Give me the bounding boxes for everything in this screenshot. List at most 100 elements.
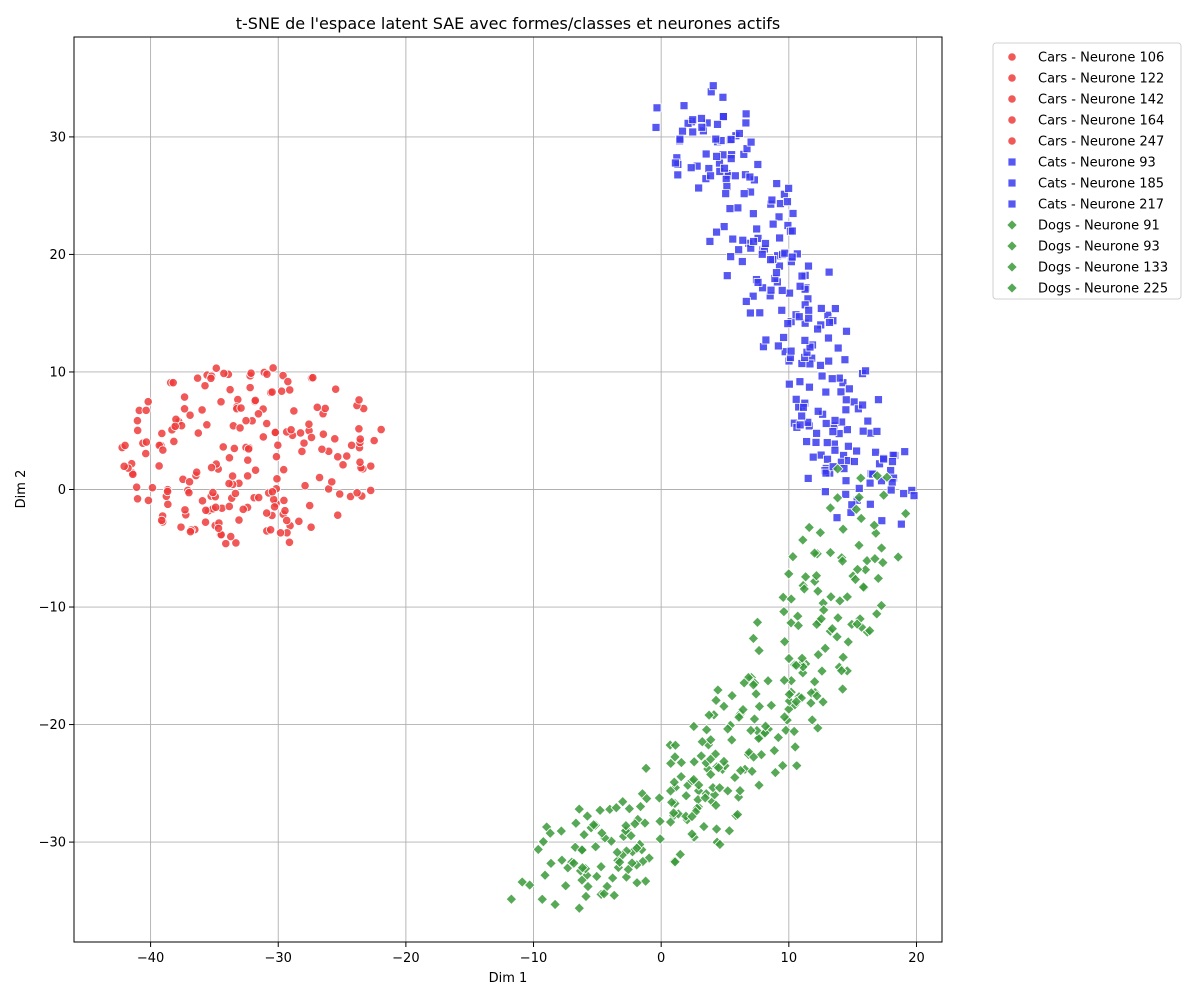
point-cars	[243, 471, 253, 481]
point-cars	[283, 376, 293, 387]
point-cars	[216, 397, 226, 407]
point-dogs	[806, 714, 818, 726]
point-dogs	[729, 771, 741, 784]
point-cars	[184, 477, 195, 487]
x-axis-ticks: −40 −30 −20 −10 0 10 20	[137, 942, 925, 966]
point-cats	[755, 308, 765, 318]
point-cats	[775, 233, 784, 243]
point-dogs	[855, 512, 867, 525]
point-cars	[312, 402, 322, 412]
point-cats	[813, 324, 822, 334]
point-dogs	[875, 542, 888, 554]
point-dogs	[734, 784, 746, 797]
point-cats	[795, 420, 805, 430]
legend-marker	[1007, 178, 1017, 188]
point-cats	[812, 428, 821, 438]
point-dogs	[737, 703, 749, 716]
point-cats	[749, 237, 759, 246]
point-cats	[858, 426, 868, 436]
point-dogs	[687, 773, 700, 786]
point-cars	[271, 452, 282, 462]
point-cats	[821, 487, 830, 497]
point-dogs	[629, 818, 641, 830]
point-cats	[813, 406, 823, 416]
point-cars	[262, 369, 272, 379]
point-cats	[791, 394, 801, 404]
point-dogs	[751, 616, 764, 629]
point-cars	[327, 477, 337, 487]
point-cats	[768, 219, 778, 229]
point-cats	[844, 441, 853, 451]
point-cars	[201, 505, 211, 515]
point-cars	[355, 457, 365, 467]
point-dogs	[778, 635, 791, 648]
point-cats	[788, 209, 798, 218]
point-cars	[244, 444, 254, 454]
point-cats	[697, 114, 706, 123]
point-dogs	[675, 756, 688, 769]
point-cars	[141, 449, 151, 459]
point-cats	[718, 92, 728, 102]
point-dogs	[790, 659, 802, 672]
point-dogs	[853, 491, 865, 504]
point-dogs	[824, 502, 837, 514]
point-cars	[299, 438, 309, 448]
y-tick-label: 0	[58, 483, 66, 498]
point-dogs	[790, 759, 803, 772]
point-dogs	[899, 507, 912, 520]
point-dogs	[738, 677, 750, 689]
point-dogs	[855, 472, 867, 484]
point-dogs	[869, 552, 881, 565]
x-tick-label: −10	[520, 951, 547, 966]
point-cats	[701, 149, 711, 159]
point-cats	[748, 209, 758, 219]
point-dogs	[675, 770, 687, 783]
point-dogs	[686, 810, 698, 823]
point-cats	[753, 278, 763, 287]
point-cats	[798, 402, 808, 412]
point-cats	[865, 499, 875, 509]
point-cats	[842, 326, 851, 336]
point-cars	[333, 452, 343, 462]
point-cars	[254, 492, 264, 503]
point-cats	[679, 101, 689, 111]
point-dogs	[731, 808, 744, 821]
point-dogs	[778, 711, 791, 723]
point-dogs	[747, 679, 760, 691]
point-dogs	[639, 817, 651, 829]
point-cars	[369, 436, 379, 446]
point-cars	[253, 409, 264, 419]
point-dogs	[664, 816, 677, 828]
point-dogs	[812, 585, 824, 597]
point-cars	[338, 460, 348, 470]
point-dogs	[620, 871, 633, 883]
point-dogs	[832, 612, 844, 624]
point-dogs	[523, 879, 536, 891]
point-cats	[783, 319, 793, 329]
legend-entry: Cats - Neurone 217	[1038, 198, 1164, 213]
point-dogs	[816, 665, 828, 677]
point-dogs	[712, 761, 725, 774]
point-cars	[308, 373, 318, 383]
point-cats	[761, 239, 770, 248]
x-tick-label: −30	[265, 951, 292, 966]
point-dogs	[745, 724, 757, 737]
point-cars	[277, 386, 287, 396]
point-cars	[185, 410, 195, 420]
point-cars	[280, 506, 290, 516]
point-cars	[119, 461, 129, 471]
point-cats	[719, 222, 729, 231]
point-cats	[741, 109, 751, 119]
point-cars	[266, 525, 276, 535]
legend-marker	[1007, 73, 1017, 83]
point-dogs	[868, 519, 881, 532]
point-dogs	[808, 547, 821, 559]
point-dogs	[870, 608, 883, 620]
point-dogs	[776, 759, 789, 772]
point-cars	[279, 495, 289, 506]
point-dogs	[753, 644, 765, 657]
point-cats	[734, 129, 744, 138]
point-dogs	[785, 593, 797, 605]
point-cars	[219, 368, 229, 379]
point-cats	[748, 291, 758, 301]
